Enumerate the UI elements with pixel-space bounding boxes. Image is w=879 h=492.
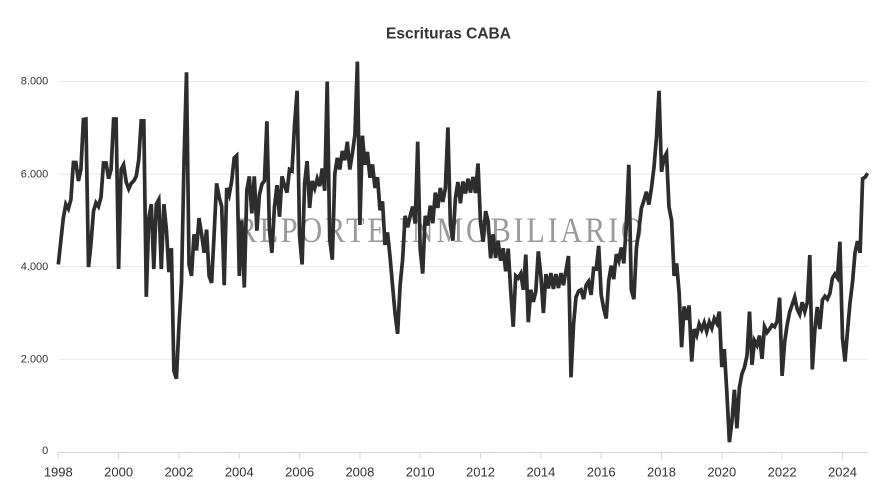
svg-text:2006: 2006 xyxy=(285,465,314,480)
svg-text:2020: 2020 xyxy=(707,465,736,480)
svg-text:4.000: 4.000 xyxy=(21,261,49,273)
svg-text:0: 0 xyxy=(42,445,48,457)
svg-text:2022: 2022 xyxy=(768,465,797,480)
svg-text:2004: 2004 xyxy=(225,465,254,480)
svg-text:1998: 1998 xyxy=(44,465,73,480)
svg-text:2018: 2018 xyxy=(647,465,676,480)
svg-text:Escrituras CABA: Escrituras CABA xyxy=(386,26,511,43)
svg-text:2012: 2012 xyxy=(466,465,495,480)
svg-text:2000: 2000 xyxy=(104,465,133,480)
svg-text:2010: 2010 xyxy=(406,465,435,480)
svg-text:6.000: 6.000 xyxy=(21,168,49,180)
svg-text:2024: 2024 xyxy=(828,465,857,480)
svg-text:2016: 2016 xyxy=(587,465,616,480)
svg-text:2008: 2008 xyxy=(345,465,374,480)
svg-text:2014: 2014 xyxy=(526,465,555,480)
svg-text:2.000: 2.000 xyxy=(21,353,49,365)
svg-text:2002: 2002 xyxy=(164,465,193,480)
svg-text:8.000: 8.000 xyxy=(21,76,49,88)
